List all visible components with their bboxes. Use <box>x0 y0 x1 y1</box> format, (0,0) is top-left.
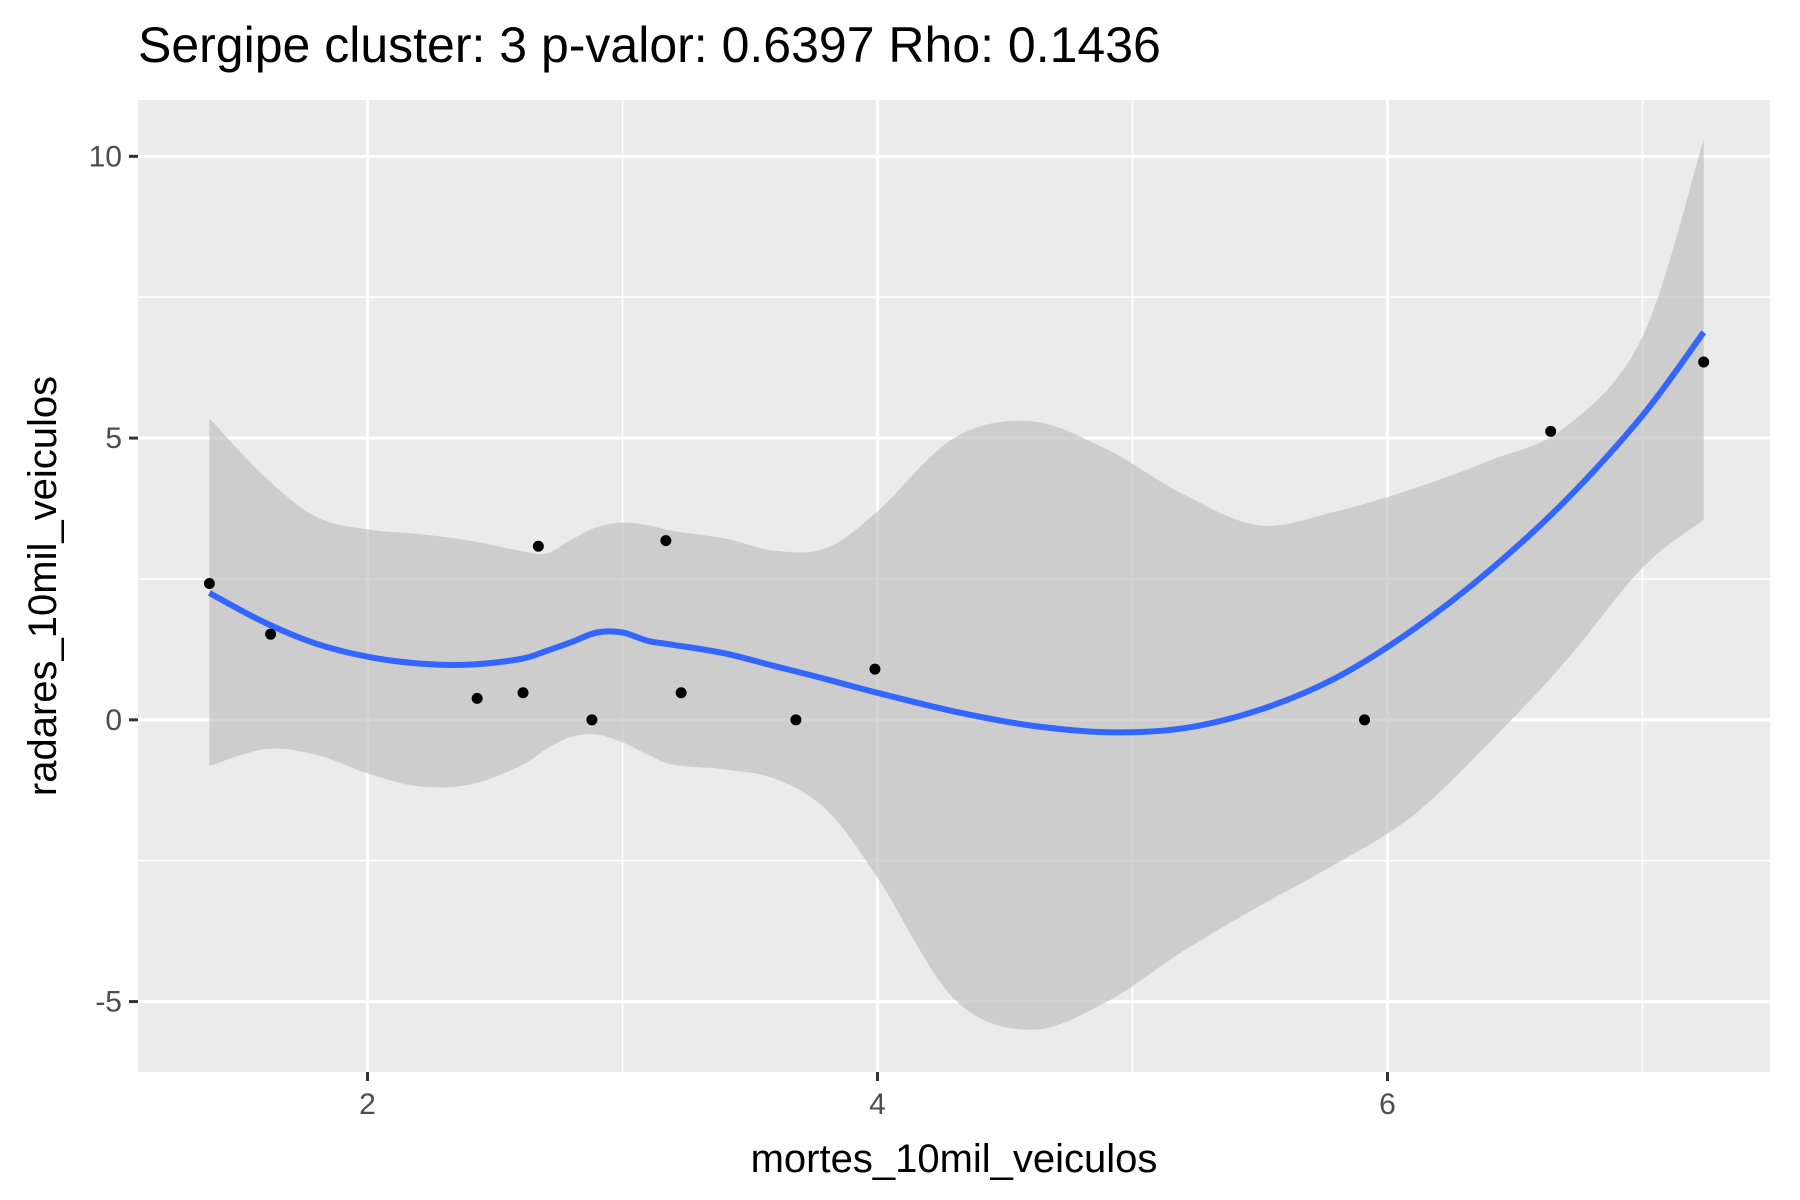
data-point <box>660 535 672 547</box>
x-tick-label: 4 <box>869 1088 886 1121</box>
data-point <box>203 577 215 589</box>
data-point <box>1698 356 1710 368</box>
data-point <box>869 663 881 675</box>
data-point <box>265 628 277 640</box>
data-point <box>1545 425 1557 437</box>
data-point <box>790 714 802 726</box>
chart-title: Sergipe cluster: 3 p-valor: 0.6397 Rho: … <box>138 17 1161 73</box>
data-point <box>1359 714 1371 726</box>
data-point <box>675 687 687 699</box>
data-point <box>532 540 544 552</box>
data-points <box>203 356 1710 726</box>
data-point <box>517 687 529 699</box>
y-tick-label: 0 <box>105 704 122 737</box>
y-axis: -5 0 5 10 <box>89 140 138 1019</box>
data-point <box>471 692 483 704</box>
y-tick-label: 5 <box>105 422 122 455</box>
data-point <box>586 714 598 726</box>
smooth-line <box>207 330 1707 736</box>
y-tick-label: -5 <box>95 986 122 1019</box>
confidence-band <box>209 139 1704 1030</box>
x-tick-label: 6 <box>1379 1088 1396 1121</box>
y-tick-label: 10 <box>89 140 122 173</box>
x-tick-label: 2 <box>359 1088 376 1121</box>
x-axis: 2 4 6 <box>359 1072 1396 1121</box>
x-axis-title: mortes_10mil_veiculos <box>751 1137 1158 1181</box>
y-axis-title: radares_10mil_veiculos <box>21 376 65 796</box>
